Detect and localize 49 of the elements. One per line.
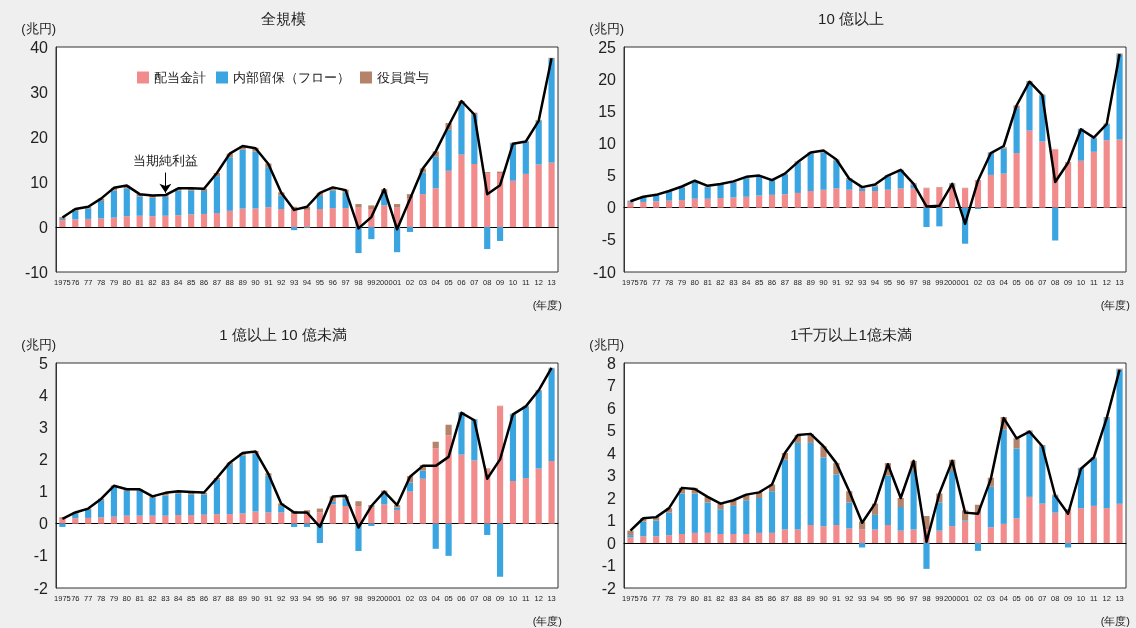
y-tick-label: 6 [607,399,617,417]
annotation: 当期純利益 [132,152,198,168]
y-tick-label: 7 [607,377,617,394]
y-tick-label: 0 [607,199,617,217]
y-tick-label: 3 [39,418,49,436]
y-tick-label: 5 [39,354,49,372]
y-axis-title: (兆円) [21,337,56,352]
y-tick-label: 20 [30,128,49,146]
y-tick-label: -2 [601,579,617,597]
y-tick-label: 0 [39,515,49,533]
y-tick-label: 2 [607,489,617,507]
y-tick-label: 20 [598,70,617,88]
y-tick-label: 30 [30,83,49,101]
y-tick-label: 5 [607,167,617,185]
y-tick-label: 4 [607,444,617,462]
y-tick-label: 0 [607,534,617,552]
y-tick-label: -5 [601,231,617,249]
y-tick-label: -10 [592,263,617,281]
y-tick-label: -10 [24,263,49,281]
y-tick-label: 15 [598,102,617,120]
y-tick-label: 10 [30,173,49,191]
chart-title: 1千万以上1億未満 [790,326,912,343]
legend-label: 配当金計 [154,70,206,85]
x-axis-title: (年度) [1100,298,1130,311]
chart-title: 10 億以上 [818,10,884,27]
y-tick-label: 2 [39,450,49,468]
y-axis-title: (兆円) [589,337,624,352]
x-axis-title: (年度) [1100,614,1130,627]
y-tick-label: -1 [33,547,49,565]
y-tick-label: 8 [607,354,617,372]
y-tick-label: 10 [598,134,617,152]
legend-label: 役員賞与 [377,70,429,85]
x-axis-title: (年度) [532,614,562,627]
chart-title: 1 億以上 10 億未満 [219,326,347,343]
y-tick-label: 40 [30,38,49,56]
x-axis-title: (年度) [532,298,562,311]
y-tick-label: 25 [598,38,617,56]
y-tick-label: 3 [607,467,617,484]
chart-title: 全規模 [260,10,306,27]
y-tick-label: -1 [601,557,617,574]
y-tick-label: 1 [607,512,617,529]
y-tick-label: -2 [33,579,49,597]
y-axis-title: (兆円) [589,21,624,36]
y-tick-label: 1 [39,483,49,501]
y-axis-title: (兆円) [21,21,56,36]
legend-label: 内部留保（フロー） [233,70,350,85]
y-tick-label: 4 [39,386,49,404]
y-tick-label: 5 [607,422,617,439]
y-tick-label: 0 [39,218,49,236]
